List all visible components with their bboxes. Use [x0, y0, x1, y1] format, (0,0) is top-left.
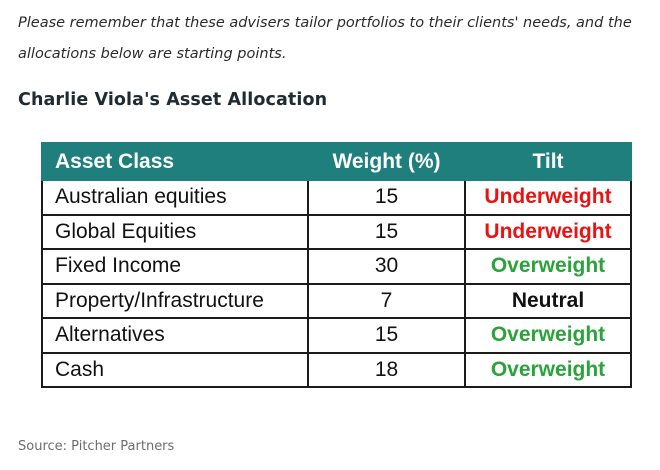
asset-class-cell: Cash [41, 351, 309, 388]
weight-cell: 15 [307, 213, 466, 250]
header-weight: Weight (%) [307, 142, 466, 181]
table-header-row: Asset Class Weight (%) Tilt [41, 142, 632, 181]
tilt-cell: Underweight [464, 213, 632, 250]
asset-class-cell: Alternatives [41, 317, 309, 354]
header-tilt: Tilt [464, 142, 632, 181]
table-row: Cash 18 Overweight [41, 351, 632, 388]
source-note: Source: Pitcher Partners [18, 439, 175, 454]
tilt-cell: Underweight [464, 179, 632, 216]
asset-class-cell: Property/Infrastructure [41, 282, 309, 319]
weight-cell: 18 [307, 351, 466, 388]
tilt-cell: Neutral [464, 282, 632, 319]
tilt-cell: Overweight [464, 317, 632, 354]
intro-text: Please remember that these advisers tail… [18, 15, 632, 62]
table-row: Property/Infrastructure 7 Neutral [41, 282, 632, 319]
weight-cell: 15 [307, 179, 466, 216]
tilt-cell: Overweight [464, 351, 632, 388]
allocation-heading: Charlie Viola's Asset Allocation [18, 90, 328, 110]
weight-cell: 30 [307, 248, 466, 285]
asset-class-cell: Australian equities [41, 179, 309, 216]
header-asset-class: Asset Class [41, 142, 309, 181]
table-row: Global Equities 15 Underweight [41, 213, 632, 250]
asset-class-cell: Fixed Income [41, 248, 309, 285]
weight-cell: 15 [307, 317, 466, 354]
weight-cell: 7 [307, 282, 466, 319]
table-row: Australian equities 15 Underweight [41, 179, 632, 216]
tilt-cell: Overweight [464, 248, 632, 285]
table-row: Fixed Income 30 Overweight [41, 248, 632, 285]
table-row: Alternatives 15 Overweight [41, 317, 632, 354]
asset-allocation-table: Asset Class Weight (%) Tilt Australian e… [41, 142, 632, 388]
asset-class-cell: Global Equities [41, 213, 309, 250]
